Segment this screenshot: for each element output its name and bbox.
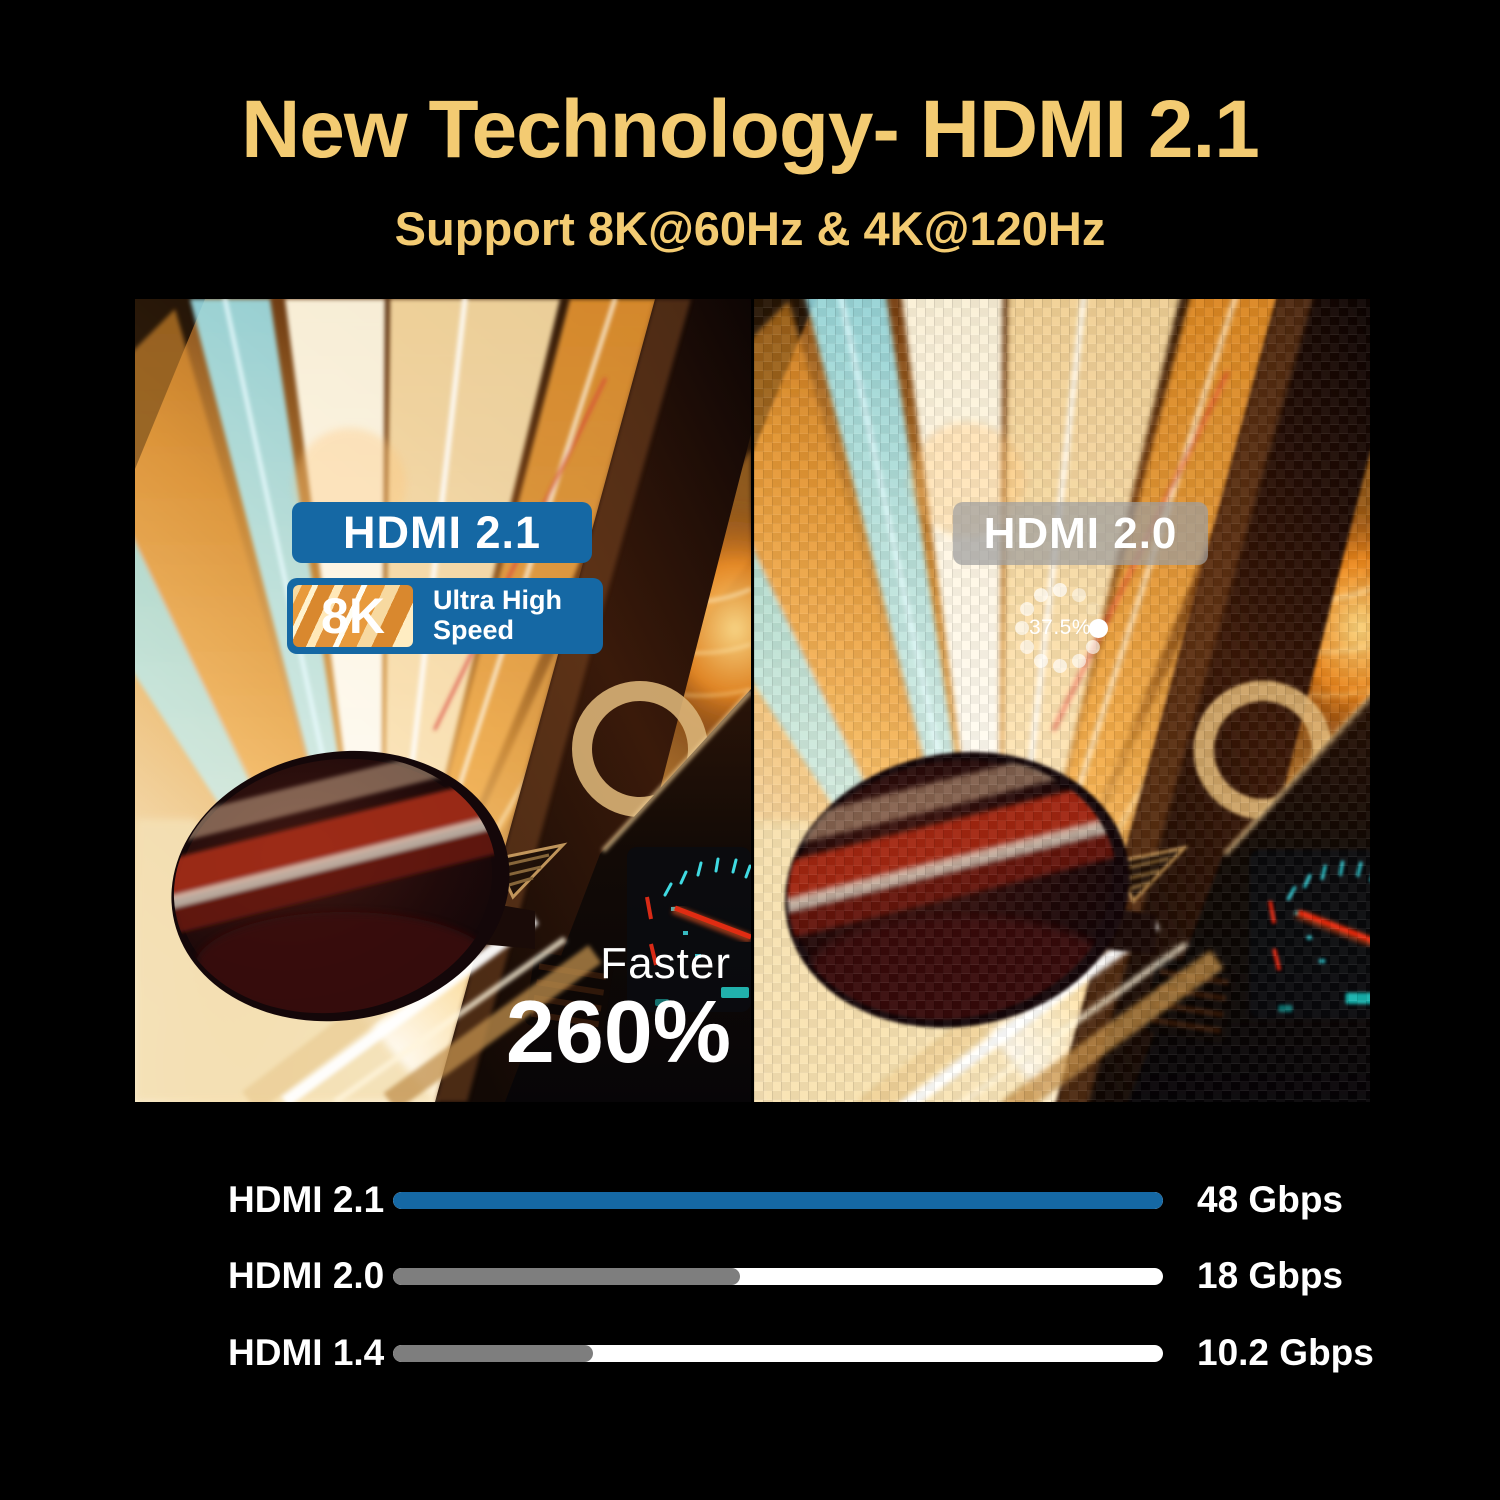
chart-row-value: 18 Gbps (1197, 1255, 1343, 1296)
panel-hdmi-2-0: HDMI 2.0 37.5% (754, 299, 1370, 1102)
faster-value: 260% (505, 982, 731, 1081)
chart-row: HDMI 2.0 18 Gbps (0, 1254, 1500, 1298)
ultra-high-speed-label: Ultra High Speed (433, 585, 563, 645)
8k-resolution-window: 8K (293, 585, 413, 647)
8k-label: 8K (321, 588, 385, 644)
chart-row-label: HDMI 1.4 (228, 1332, 385, 1373)
page-title: New Technology- HDMI 2.1 (241, 84, 1260, 175)
chart-row: HDMI 1.4 10.2 Gbps (0, 1331, 1500, 1375)
chart-bar-track (393, 1345, 1163, 1362)
chart-bar-track (393, 1192, 1163, 1209)
spinner-dot (1053, 583, 1067, 597)
spinner-dot (1053, 659, 1067, 673)
chart-row-value: 10.2 Gbps (1197, 1332, 1374, 1373)
panel-hdmi-2-1: HDMI 2.1 8K Ultra High Speed Faster 260% (135, 299, 751, 1102)
spinner-dot (1089, 619, 1108, 638)
chart-bar-fill (393, 1268, 740, 1285)
driving-photo-pixelated (754, 299, 1370, 1102)
chart-row: HDMI 2.1 48 Gbps (0, 1178, 1500, 1222)
hdmi-2-1-badge: HDMI 2.1 (292, 502, 592, 563)
page-subtitle: Support 8K@60Hz & 4K@120Hz (394, 202, 1106, 255)
ultra-high-speed-badge: 8K Ultra High Speed (287, 578, 603, 654)
faster-label: Faster (600, 939, 731, 988)
faster-callout: Faster 260% (506, 940, 731, 1076)
loading-percent: 37.5% (1028, 616, 1092, 639)
chart-bar-fill (393, 1345, 594, 1362)
hdmi-2-0-badge: HDMI 2.0 (953, 502, 1208, 565)
chart-bar-fill (393, 1192, 1163, 1209)
chart-row-label: HDMI 2.0 (228, 1255, 385, 1296)
chart-row-value: 48 Gbps (1197, 1179, 1343, 1220)
chart-row-label: HDMI 2.1 (228, 1179, 385, 1220)
chart-bar-track (393, 1268, 1163, 1285)
